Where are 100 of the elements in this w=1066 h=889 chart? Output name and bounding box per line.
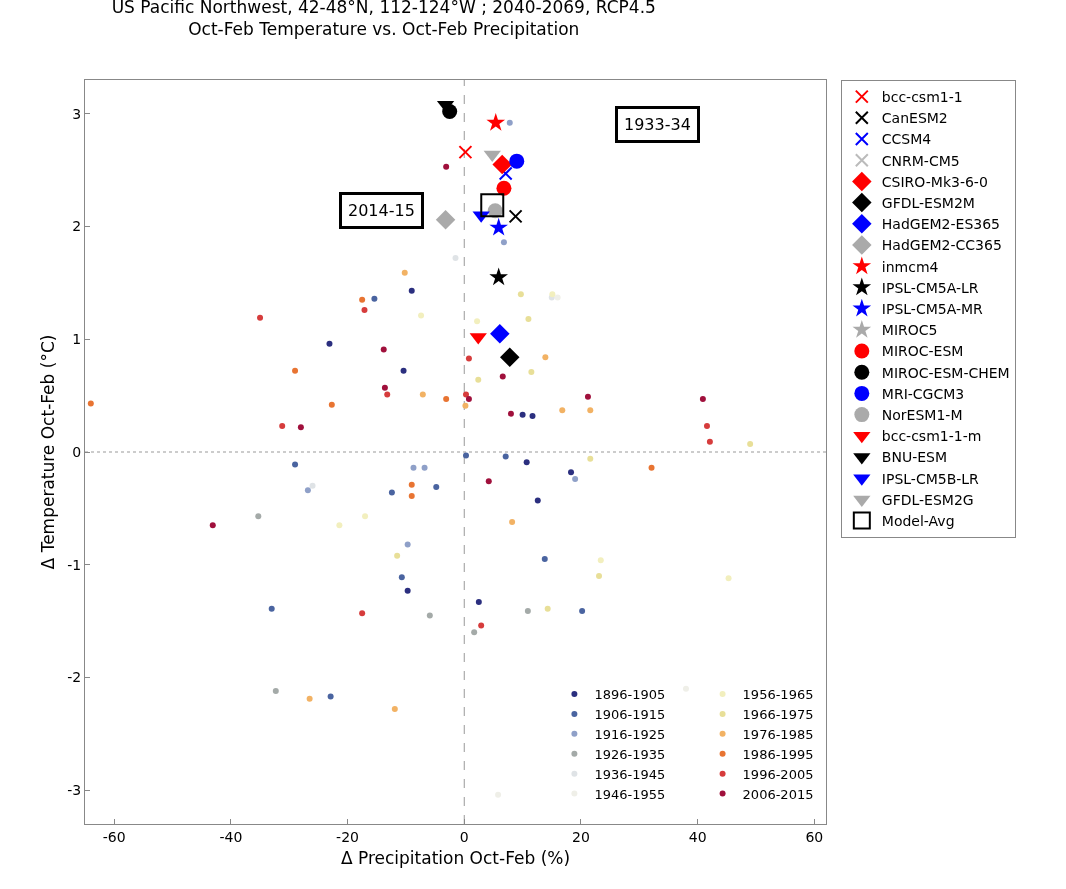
- point: [465, 355, 472, 362]
- x-axis-title: Δ Precipitation Oct-Feb (%): [340, 848, 571, 869]
- point: [506, 119, 513, 126]
- point: [534, 497, 541, 504]
- legend-label: 1906-1915: [594, 707, 666, 723]
- y-axis-title: Δ Temperature Oct-Feb (°C): [37, 334, 58, 570]
- legend-label: GFDL-ESM2G: [881, 491, 974, 508]
- point: [359, 296, 366, 303]
- x-tick-label: -40: [219, 828, 243, 845]
- point: [328, 401, 335, 408]
- point: [500, 347, 520, 368]
- x-tick-label: 0: [459, 828, 469, 845]
- point: [509, 518, 516, 525]
- legend-label: MIROC5: [881, 322, 938, 339]
- point: [384, 391, 391, 398]
- point: [559, 407, 566, 414]
- point: [475, 376, 482, 383]
- y-tick-label: 2: [72, 218, 82, 235]
- point: [426, 612, 433, 619]
- point: [209, 522, 216, 529]
- legend-label: 1916-1925: [594, 726, 666, 742]
- point: [297, 424, 304, 431]
- point: [292, 461, 299, 468]
- y-tick-label: 0: [72, 443, 82, 460]
- point: [398, 574, 405, 581]
- point: [568, 469, 575, 476]
- point: [490, 323, 510, 344]
- x-tick-label: -60: [102, 828, 126, 845]
- point: [471, 629, 478, 636]
- chart-title: US Pacific Northwest, 42-48°N, 112-124°W ; 2040-2069, RCP4.5: [111, 0, 656, 18]
- point: [404, 541, 411, 548]
- legend-label: 1986-1995: [742, 746, 814, 762]
- point: [362, 513, 369, 520]
- legend-label: HadGEM2-CC365: [881, 237, 1002, 254]
- point: [359, 610, 366, 617]
- legend-label: Model-Avg: [881, 513, 955, 530]
- point: [408, 287, 415, 294]
- point: [463, 452, 469, 459]
- legend-label: 1936-1945: [594, 766, 666, 782]
- point: [400, 367, 407, 374]
- legend-label: GFDL-ESM2M: [881, 195, 975, 212]
- point: [475, 598, 482, 605]
- point: [485, 478, 492, 485]
- point: [486, 113, 506, 131]
- legend-label: CNRM-CM5: [881, 152, 960, 169]
- y-tick-label: -1: [67, 556, 82, 573]
- point: [517, 291, 524, 298]
- legend-label: IPSL-CM5A-MR: [881, 301, 984, 318]
- legend-label: MIROC-ESM: [881, 343, 964, 360]
- point: [421, 464, 428, 471]
- point: [528, 368, 535, 375]
- legend-label: HadGEM2-ES365: [881, 216, 1001, 233]
- point: [255, 513, 262, 520]
- legend-label: inmcm4: [881, 258, 939, 275]
- legend-label: IPSL-CM5B-LR: [881, 470, 980, 487]
- point: [433, 483, 440, 490]
- point: [408, 492, 415, 499]
- point: [478, 622, 485, 629]
- point: [306, 695, 313, 702]
- point: [502, 453, 509, 460]
- point: [596, 573, 603, 579]
- point: [394, 552, 401, 559]
- point: [554, 294, 561, 301]
- point: [587, 455, 594, 462]
- legend-label: CanESM2: [881, 110, 948, 127]
- annotation: 1933-34: [624, 115, 691, 134]
- y-tick-label: -2: [67, 669, 82, 686]
- point: [388, 489, 395, 496]
- point: [410, 464, 417, 471]
- point: [507, 410, 514, 417]
- point: [499, 373, 506, 380]
- point: [419, 391, 426, 398]
- point: [304, 487, 311, 494]
- legend-label: CCSM4: [881, 131, 932, 148]
- legend-label: 1946-1955: [594, 786, 666, 802]
- point: [523, 459, 530, 466]
- point: [525, 315, 532, 322]
- point: [584, 393, 591, 400]
- point: [443, 396, 450, 403]
- point: [292, 367, 299, 374]
- legend-label: 1896-1905: [594, 687, 666, 703]
- point: [597, 557, 604, 564]
- legend-label: BNU-ESM: [881, 449, 948, 466]
- point: [361, 306, 368, 313]
- point: [508, 209, 523, 224]
- point: [452, 255, 459, 262]
- x-tick-label: 40: [688, 828, 707, 845]
- y-tick-label: -3: [67, 782, 82, 799]
- point: [524, 607, 531, 614]
- legend-label: CSIRO-Mk3-6-0: [881, 173, 988, 190]
- x-tick-label: -20: [336, 828, 359, 845]
- point: [458, 145, 473, 160]
- legend-label: 1956-1965: [742, 687, 814, 703]
- legend-label: 1926-1935: [594, 746, 666, 762]
- point: [465, 396, 472, 403]
- point: [509, 153, 525, 169]
- point: [326, 340, 333, 347]
- point: [529, 412, 536, 419]
- annotation: 2014-15: [348, 201, 415, 220]
- point: [492, 154, 512, 175]
